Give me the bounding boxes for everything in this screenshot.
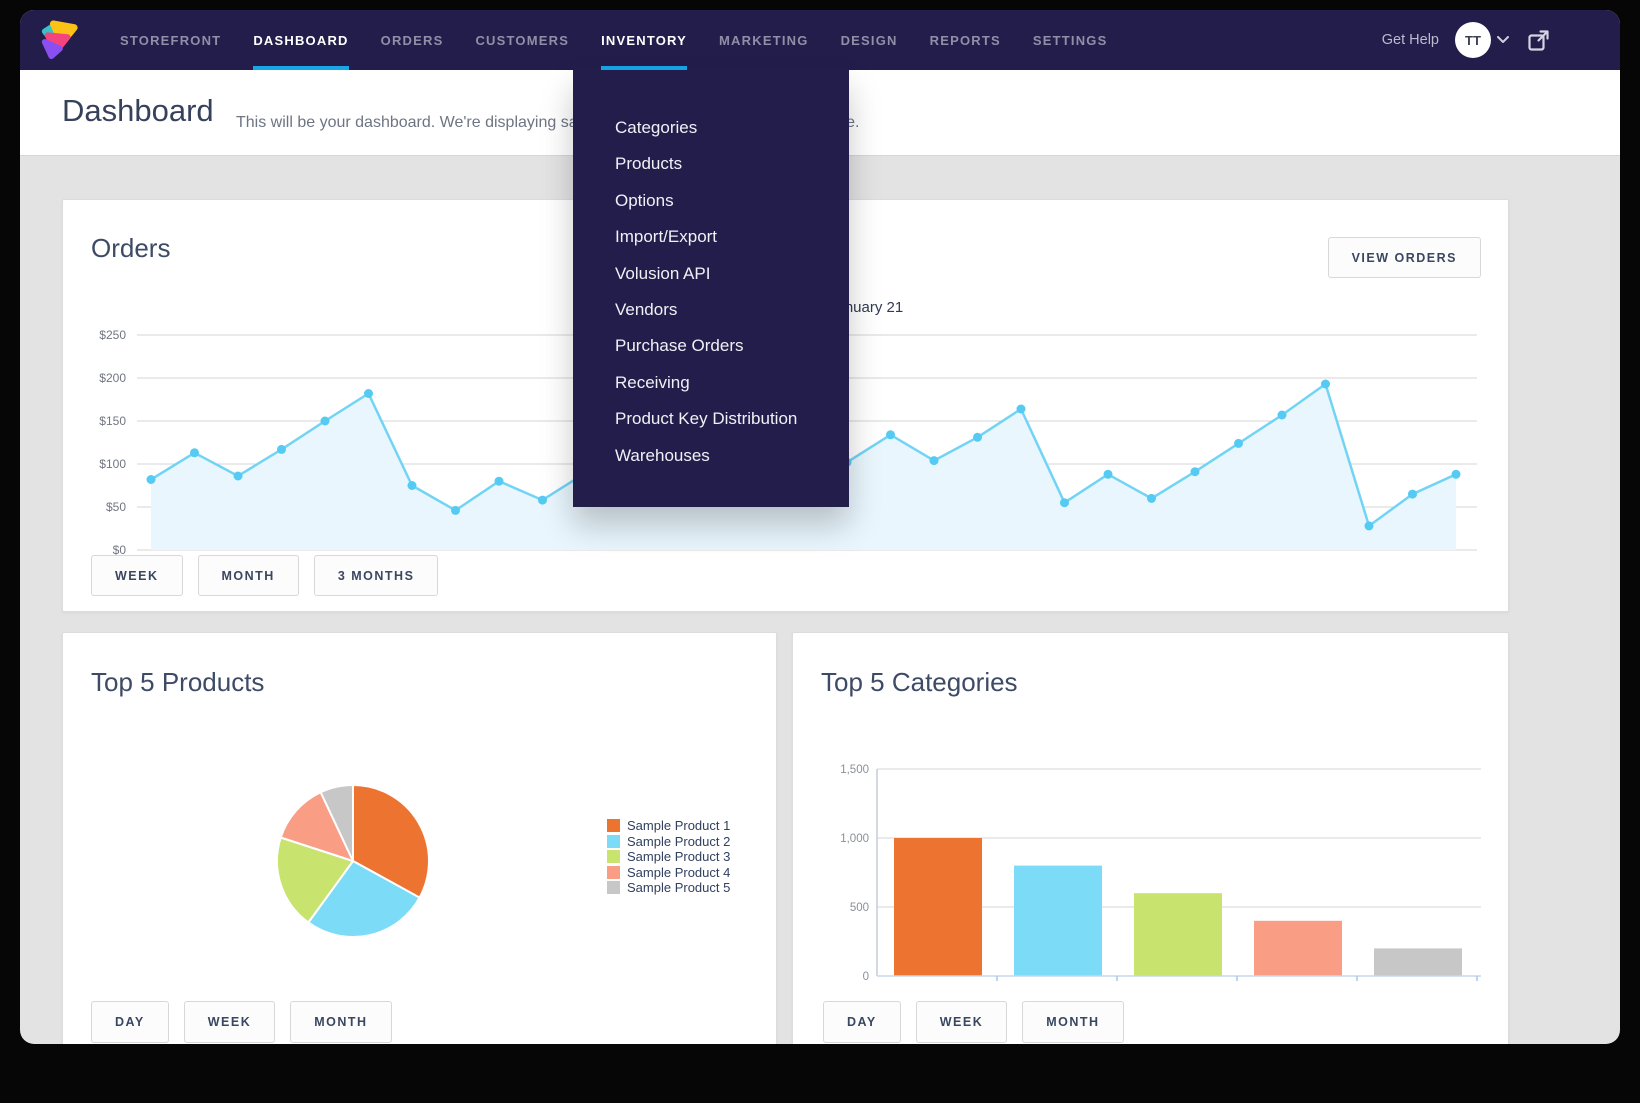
menu-item-import-export[interactable]: Import/Export [615, 227, 718, 247]
menu-item-products[interactable]: Products [615, 154, 683, 174]
nav-item-customers[interactable]: CUSTOMERS [475, 32, 570, 48]
nav-item-orders[interactable]: ORDERS [380, 32, 444, 48]
svg-text:$0: $0 [113, 543, 127, 557]
week-button[interactable]: WEEK [915, 1001, 1008, 1043]
nav-item-design[interactable]: DESIGN [840, 32, 898, 48]
top-products-card: Top 5 Products Sample Product 1 Sample Pr… [62, 632, 777, 1044]
pie-slice-sample-product-4 [279, 791, 354, 862]
menu-item-purchase-orders[interactable]: Purchase Orders [615, 336, 744, 356]
legend-label: Sample Product 2 [627, 833, 731, 849]
products-range-buttons: DAY WEEK MONTH [91, 1001, 392, 1043]
orders-range-buttons: WEEK MONTH 3 MONTHS [91, 555, 439, 596]
bar-category-4 [1254, 920, 1342, 976]
bar-category-1 [894, 838, 982, 976]
legend-label: Sample Product 4 [627, 864, 731, 880]
month-button[interactable]: MONTH [197, 555, 299, 596]
top-categories-card: Top 5 Categories 1,500 1,000 500 0 DAY WEEK M… [792, 632, 1509, 1044]
topbar: STOREFRONT DASHBOARD ORDERS CUSTOMERS INVENT… [20, 10, 1620, 70]
svg-text:$150: $150 [99, 414, 126, 428]
legend-item-sample-product-4: Sample Product 4 [607, 865, 730, 881]
view-orders-button[interactable]: VIEW ORDERS [1327, 237, 1481, 278]
legend-item-sample-product-5: Sample Product 5 [607, 880, 730, 896]
page-title: Dashboard [62, 93, 214, 128]
legend-label: Sample Product 3 [627, 849, 731, 865]
nav-item-inventory[interactable]: INVENTORY [585, 10, 703, 70]
legend-label: Sample Product 5 [627, 880, 731, 896]
topbar-right: Get Help TT [1382, 22, 1550, 58]
menu-item-categories[interactable]: Categories [615, 118, 698, 137]
top-categories-bar-chart: 1,500 1,000 500 0 [840, 764, 1481, 983]
svg-text:$250: $250 [99, 328, 126, 342]
legend-swatch [607, 850, 620, 864]
pie-slice-sample-product-2 [307, 860, 421, 938]
menu-item-volusion-api[interactable]: Volusion API [615, 263, 711, 283]
bar-category-5 [1374, 948, 1462, 976]
pie-slice-sample-product-1 [352, 784, 430, 899]
nav-item-dashboard[interactable]: DASHBOARD [237, 10, 364, 70]
bar-category-3 [1134, 893, 1222, 976]
svg-text:$100: $100 [99, 457, 126, 471]
legend-label: Sample Product 1 [627, 818, 731, 834]
external-link-icon[interactable] [1527, 29, 1550, 52]
nav-item-marketing[interactable]: MARKETING [719, 32, 809, 48]
svg-text:500: 500 [850, 902, 869, 914]
avatar[interactable]: TT [1455, 22, 1491, 58]
3-months-button[interactable]: 3 MONTHS [313, 555, 439, 596]
nav-item-reports[interactable]: REPORTS [929, 32, 1001, 48]
svg-text:1,500: 1,500 [840, 764, 869, 776]
menu-item-receiving[interactable]: Receiving [615, 372, 690, 392]
top-categories-title: Top 5 Categories [821, 667, 1018, 697]
inventory-dropdown-menu: Categories Products Options Import/Export Vo… [573, 70, 849, 507]
main-nav: STOREFRONT DASHBOARD ORDERS CUSTOMERS INVENT… [104, 10, 1123, 70]
menu-item-vendors[interactable]: Vendors [615, 299, 678, 319]
menu-item-product-key-distribution[interactable]: Product Key Distribution [615, 409, 798, 429]
categories-range-buttons: DAY WEEK MONTH [823, 1001, 1124, 1043]
chevron-down-icon[interactable] [1497, 36, 1509, 44]
pie-legend: Sample Product 1 Sample Product 2 Sample P… [607, 818, 730, 896]
orders-card-title: Orders [91, 233, 171, 263]
top-products-title: Top 5 Products [91, 667, 265, 697]
legend-item-sample-product-1: Sample Product 1 [607, 818, 730, 834]
legend-item-sample-product-2: Sample Product 2 [607, 834, 730, 850]
month-button[interactable]: MONTH [1022, 1001, 1124, 1043]
day-button[interactable]: DAY [823, 1001, 901, 1043]
legend-item-sample-product-3: Sample Product 3 [607, 849, 730, 865]
legend-swatch [607, 865, 620, 879]
legend-swatch [607, 834, 620, 848]
nav-item-storefront[interactable]: STOREFRONT [120, 32, 222, 48]
svg-text:$200: $200 [99, 371, 126, 385]
week-button[interactable]: WEEK [183, 1001, 276, 1043]
svg-text:$50: $50 [106, 500, 126, 514]
bar-category-2 [1014, 865, 1102, 976]
legend-swatch [607, 881, 620, 895]
svg-text:0: 0 [863, 971, 869, 983]
volusion-logo-icon[interactable] [36, 19, 82, 61]
orders-line-chart: $250 $200 $150 $100 $50 $0 [99, 328, 1477, 557]
week-button[interactable]: WEEK [91, 555, 183, 596]
get-help-link[interactable]: Get Help [1381, 32, 1439, 48]
day-button[interactable]: DAY [91, 1001, 169, 1043]
pie-slice-sample-product-3 [276, 836, 354, 924]
nav-item-settings[interactable]: SETTINGS [1032, 32, 1108, 48]
app-window: STOREFRONT DASHBOARD ORDERS CUSTOMERS INVENT… [20, 10, 1620, 1044]
menu-item-options[interactable]: Options [615, 190, 674, 210]
month-button[interactable]: MONTH [290, 1001, 392, 1043]
legend-swatch [607, 819, 620, 833]
pie-slice-sample-product-5 [319, 784, 354, 862]
menu-item-warehouses[interactable]: Warehouses [615, 445, 710, 465]
top-products-pie-chart [276, 784, 430, 938]
svg-text:1,000: 1,000 [840, 833, 869, 845]
